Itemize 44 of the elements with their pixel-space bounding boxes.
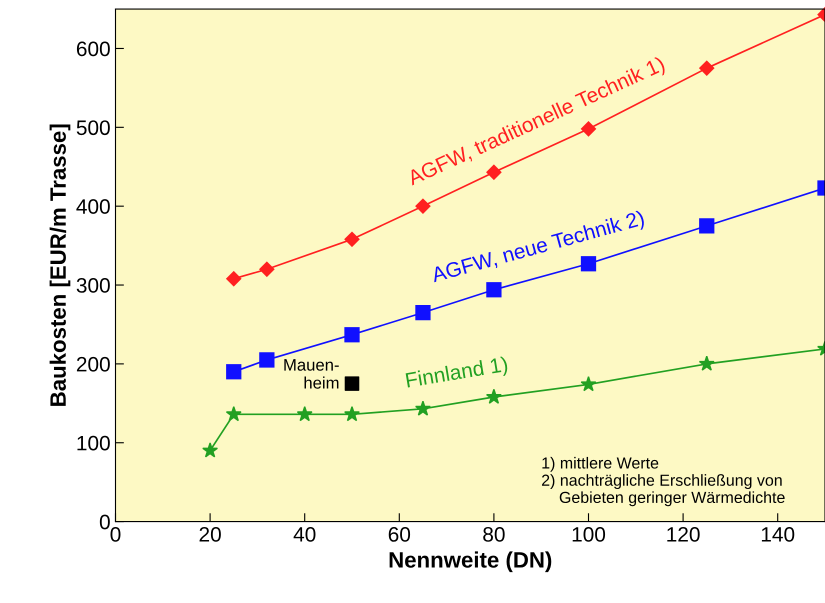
y-tick-label: 400 [76, 199, 110, 214]
point [344, 376, 360, 391]
y-tick-label: 200 [76, 356, 110, 372]
point [415, 304, 431, 320]
x-tick-label: 60 [388, 527, 410, 542]
point [202, 442, 218, 458]
point [226, 271, 242, 286]
point [344, 232, 360, 247]
point [226, 406, 242, 422]
point [414, 400, 431, 416]
y-tick-label: 0 [100, 514, 110, 530]
point [699, 218, 714, 234]
x-tick-label: 140 [762, 527, 794, 542]
y-tick-label: 100 [77, 436, 110, 450]
point [580, 256, 596, 272]
point [698, 356, 715, 371]
x-tick-label: 80 [483, 527, 505, 542]
y-axis-title: Baukosten [EUR/m Trasse] [50, 124, 70, 406]
point [699, 60, 714, 76]
point [486, 164, 502, 180]
text: Finnland 1) [406, 356, 509, 392]
point [486, 388, 502, 404]
point [226, 364, 242, 380]
point [580, 376, 596, 392]
annotation: 1) mittlere Werte 2) nachträgliche Erschließung von Gebieten geringer Wärmedichte [542, 456, 785, 506]
y-tick-label: 500 [76, 120, 110, 136]
series-label: Mauen- heim [284, 359, 339, 389]
point [344, 327, 360, 342]
point [415, 198, 431, 214]
point [344, 406, 360, 422]
x-axis-title: Nennweite (DN) [390, 551, 552, 572]
x-tick-label: 0 [110, 527, 120, 542]
point [486, 282, 502, 298]
point [259, 352, 274, 368]
text: AGFW, neue Technik 2) [430, 210, 646, 286]
y-tick-label: 300 [76, 278, 110, 293]
point [580, 121, 596, 136]
y-tick-label: 600 [76, 41, 110, 56]
x-tick-label: 120 [667, 527, 700, 542]
x-tick-label: 20 [200, 527, 221, 542]
point [296, 406, 313, 422]
point [259, 262, 274, 277]
x-tick-label: 100 [572, 527, 606, 542]
x-tick-label: 40 [294, 527, 316, 542]
